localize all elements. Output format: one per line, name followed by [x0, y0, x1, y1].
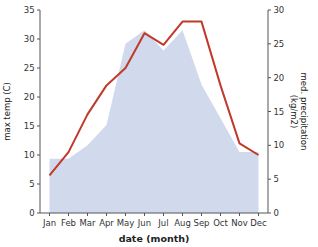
- y2ticks-tick: [268, 77, 271, 78]
- x-tick-label: Aug: [174, 218, 191, 228]
- y2ticks-tick: [268, 145, 271, 146]
- y2ticks-tick: [268, 179, 271, 180]
- x-tick: [106, 213, 107, 216]
- x-tick-label: Jun: [137, 218, 151, 228]
- y2-axis-label: med. precipitation(kg/m2): [289, 73, 309, 151]
- x-tick: [201, 213, 202, 216]
- y2ticks-tick-label: 0: [273, 208, 278, 218]
- x-tick-label: Sep: [193, 218, 209, 228]
- x-tick-label: Jan: [42, 218, 56, 228]
- y2-axis-label-line: (kg/m2): [289, 95, 299, 129]
- x-tick-label: Jul: [157, 218, 168, 228]
- y-axis: [40, 10, 41, 213]
- x-tick: [87, 213, 88, 216]
- x-tick-label: Apr: [99, 218, 114, 228]
- yticks-tick: [37, 10, 40, 11]
- y2ticks-tick: [268, 43, 271, 44]
- x-tick: [125, 213, 126, 216]
- y2ticks-tick-label: 30: [273, 5, 284, 15]
- yticks-tick-label: 20: [24, 92, 35, 102]
- x-tick-label: May: [117, 218, 135, 228]
- y2-axis-label-line: med. precipitation: [299, 73, 309, 151]
- y2ticks-tick-label: 10: [273, 140, 284, 150]
- x-tick-label: Oct: [213, 218, 228, 228]
- x-tick: [49, 213, 50, 216]
- yticks-tick: [37, 126, 40, 127]
- x-tick: [239, 213, 240, 216]
- yticks-tick-label: 35: [24, 5, 35, 15]
- x-axis: [40, 213, 268, 214]
- x-axis-label: date (month): [119, 233, 190, 244]
- x-tick-label: Nov: [231, 218, 248, 228]
- x-tick: [220, 213, 221, 216]
- y2ticks-tick-label: 5: [273, 174, 278, 184]
- yticks-tick-label: 15: [24, 121, 35, 131]
- yticks-tick-label: 25: [24, 63, 35, 73]
- x-tick: [258, 213, 259, 216]
- yticks-tick: [37, 155, 40, 156]
- yticks-tick: [37, 184, 40, 185]
- y2ticks-tick-label: 15: [273, 107, 284, 117]
- yticks-tick: [37, 68, 40, 69]
- y2ticks-tick: [268, 213, 271, 214]
- yticks-tick-label: 10: [24, 150, 35, 160]
- y2ticks-tick: [268, 111, 271, 112]
- x-tick: [144, 213, 145, 216]
- x-tick: [182, 213, 183, 216]
- y-axis-label: max temp (C): [2, 82, 12, 141]
- yticks-tick: [37, 39, 40, 40]
- y2ticks-tick: [268, 10, 271, 11]
- x-tick: [68, 213, 69, 216]
- y2ticks-tick-label: 25: [273, 39, 284, 49]
- background: [0, 0, 318, 247]
- x-tick: [163, 213, 164, 216]
- yticks-tick: [37, 97, 40, 98]
- yticks-tick-label: 30: [24, 34, 35, 44]
- yticks-tick-label: 5: [29, 179, 34, 189]
- temperature-line: [50, 22, 259, 176]
- y2ticks-tick-label: 20: [273, 73, 284, 83]
- yticks-tick: [37, 213, 40, 214]
- precipitation-area: [50, 30, 259, 213]
- x-tick-label: Mar: [79, 218, 96, 228]
- x-tick-label: Dec: [250, 218, 267, 228]
- plot-area: [50, 22, 259, 213]
- x-tick-label: Feb: [61, 218, 76, 228]
- yticks-tick-label: 0: [29, 208, 34, 218]
- chart: Jan FebMarAprMayJun Jul AugSep OctNovDec 0 5 10…: [0, 0, 318, 247]
